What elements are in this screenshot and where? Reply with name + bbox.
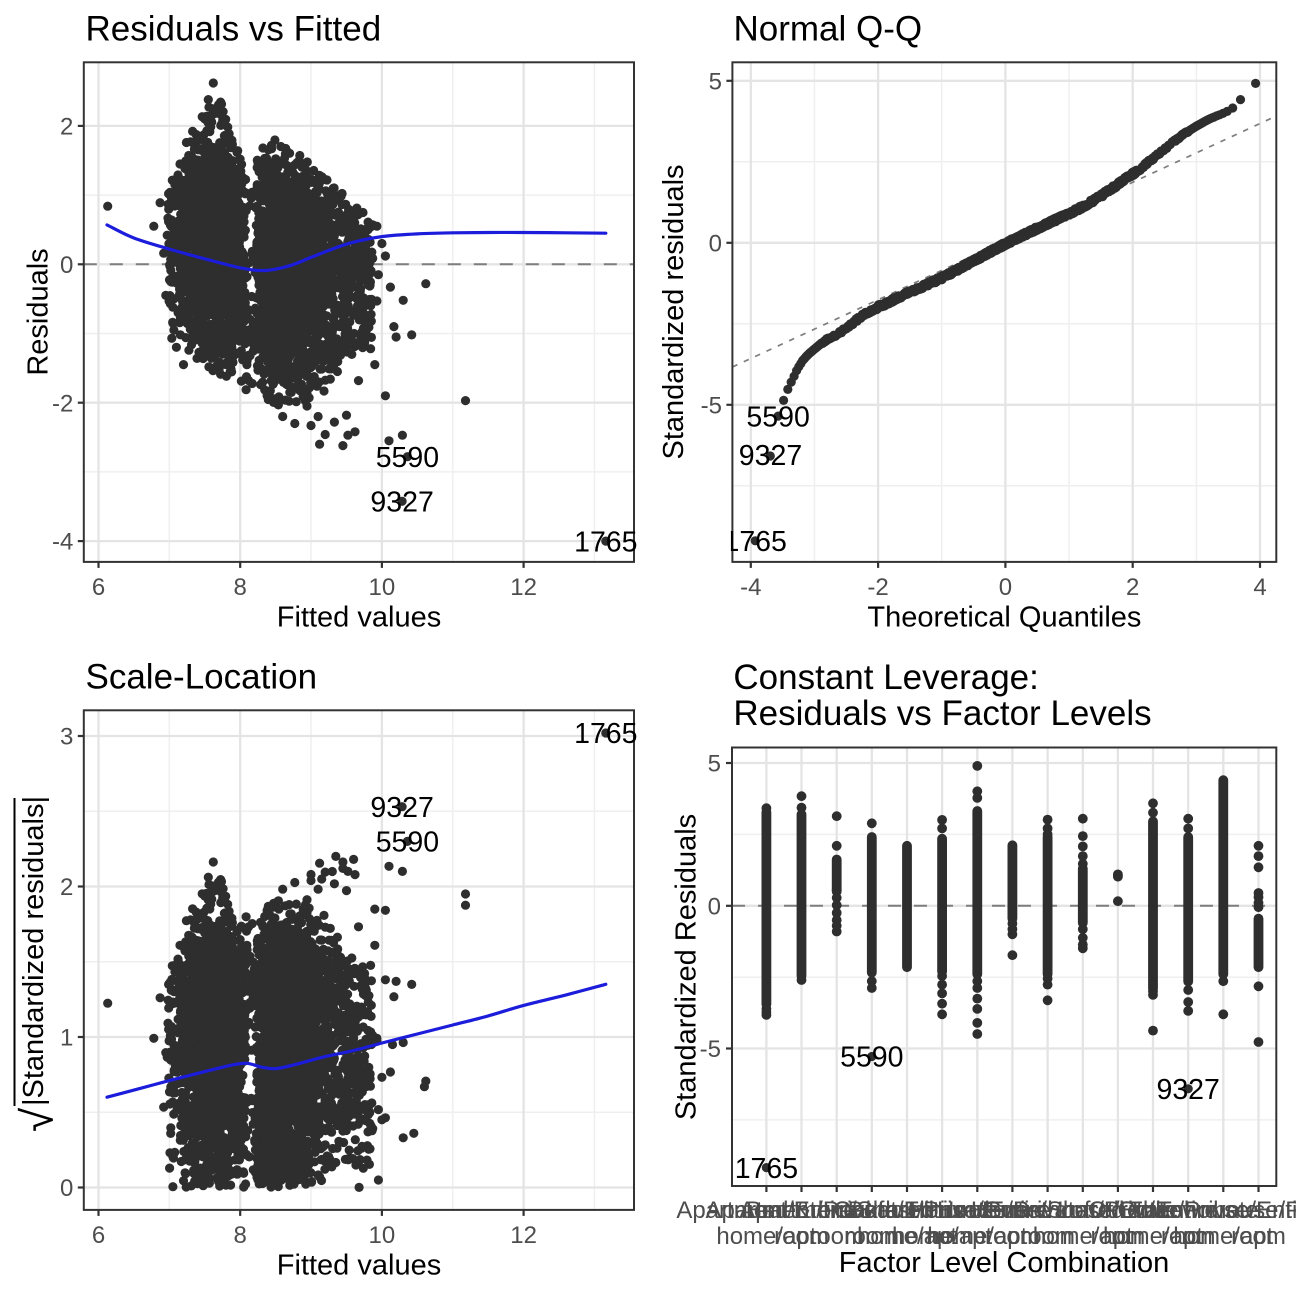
svg-text:10: 10 — [369, 574, 396, 601]
svg-text:-2: -2 — [52, 390, 73, 417]
svg-text:2: 2 — [60, 114, 73, 141]
svg-text:6: 6 — [92, 574, 105, 601]
svg-text:Fitted values: Fitted values — [277, 602, 441, 634]
svg-text:Residuals: Residuals — [23, 248, 55, 375]
svg-text:-4: -4 — [52, 529, 73, 556]
svg-text:9327: 9327 — [370, 487, 433, 519]
svg-text:8: 8 — [234, 574, 247, 601]
svg-text:5590: 5590 — [376, 442, 439, 474]
svg-text:12: 12 — [510, 574, 537, 601]
svg-text:1765: 1765 — [574, 526, 637, 558]
svg-text:Residuals vs Fitted: Residuals vs Fitted — [86, 10, 382, 49]
svg-text:0: 0 — [60, 252, 73, 279]
